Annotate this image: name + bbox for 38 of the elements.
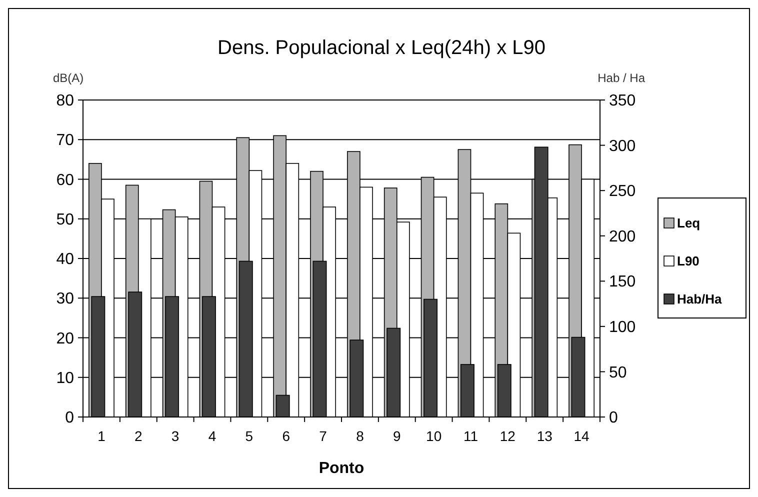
y2-tick-label: 350 <box>609 92 636 110</box>
x-tick-label: 6 <box>282 428 290 444</box>
x-tick-label: 1 <box>98 428 106 444</box>
x-tick-label: 12 <box>500 428 516 444</box>
x-tick-label: 11 <box>463 428 478 444</box>
y-tick-label: 0 <box>65 410 74 427</box>
y-tick-label: 20 <box>56 330 74 348</box>
x-tick-label: 13 <box>536 428 553 444</box>
x-tick-label: 10 <box>426 428 442 444</box>
y-axis-title: dB(A) <box>53 71 84 85</box>
y2-tick-label: 150 <box>609 274 636 291</box>
legend-label: Hab/Ha <box>677 292 723 307</box>
y2-tick-label: 200 <box>609 228 636 246</box>
y2-tick-label: 250 <box>609 183 636 200</box>
x-tick-label: 2 <box>134 428 142 444</box>
x-tick-label: 9 <box>392 428 401 444</box>
x-axis-title: Ponto <box>318 460 364 477</box>
x-tick-label: 7 <box>319 428 328 444</box>
y2-tick-label: 0 <box>609 410 618 427</box>
x-tick-label: 3 <box>171 428 180 444</box>
y2-tick-label: 100 <box>609 319 636 336</box>
legend-label: Leq <box>677 216 700 231</box>
y2-axis-title: Hab / Ha <box>598 71 646 85</box>
y-tick-label: 50 <box>56 211 74 228</box>
x-tick-label: 5 <box>245 428 254 444</box>
y-tick-label: 30 <box>56 290 74 308</box>
y2-tick-label: 300 <box>609 138 636 155</box>
x-tick-label: 14 <box>574 428 590 444</box>
y-tick-label: 60 <box>56 172 74 189</box>
chart-title: Dens. Populacional x Leq(24h) x L90 <box>218 37 546 59</box>
y2-tick-label: 50 <box>609 364 627 382</box>
y-tick-label: 10 <box>56 370 74 387</box>
legend-label: L90 <box>677 254 700 269</box>
x-tick-label: 4 <box>208 428 216 444</box>
y-tick-label: 40 <box>56 251 74 268</box>
x-tick-label: 8 <box>356 428 364 444</box>
y-tick-label: 80 <box>56 92 74 110</box>
y-tick-label: 70 <box>56 132 74 150</box>
